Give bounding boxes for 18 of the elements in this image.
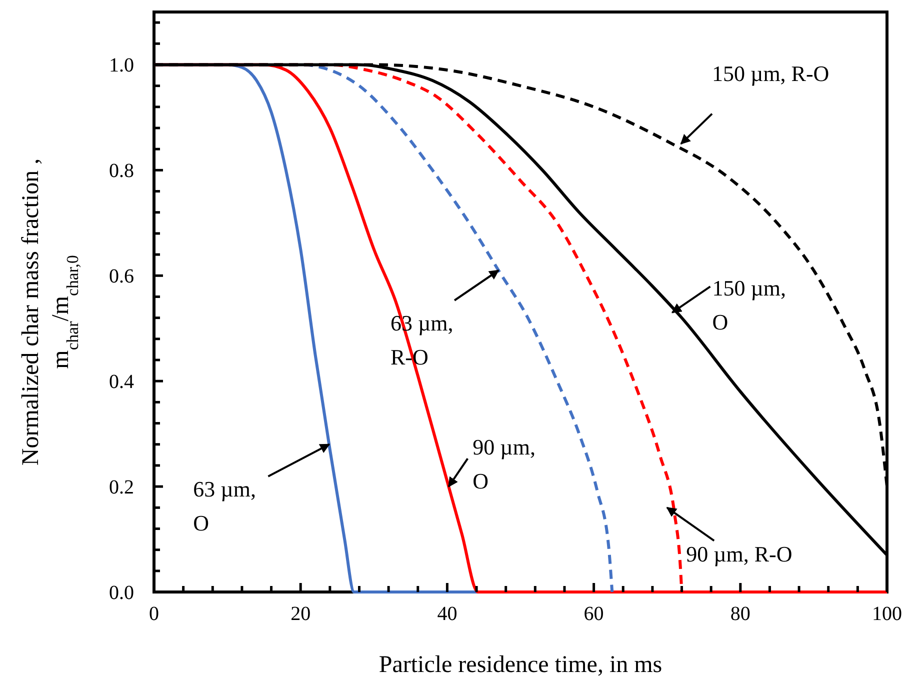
- y-tick-label: 0.4: [109, 371, 134, 394]
- y-tick-label: 0.0: [109, 582, 134, 604]
- annotation: 150 µm, R-O: [712, 60, 830, 86]
- x-tick-label: 80: [730, 603, 750, 625]
- y-tick-label: 0.6: [109, 266, 134, 288]
- x-tick-label: 0: [149, 603, 159, 625]
- x-axis-title: Particle residence time, in ms: [378, 652, 662, 678]
- annotation: 63 µm, O: [193, 476, 256, 536]
- x-tick-label: 40: [437, 603, 458, 625]
- y-tick-label: 0.2: [109, 476, 134, 499]
- x-tick-label: 100: [872, 603, 902, 625]
- x-tick-label: 60: [584, 603, 604, 625]
- annotation: 90 µm, O: [472, 434, 536, 494]
- y-tick-label: 0.8: [109, 160, 134, 182]
- x-tick-label: 20: [290, 603, 311, 625]
- annotation: 150 µm, O: [712, 276, 786, 335]
- annotation: 90 µm, R-O: [686, 542, 792, 567]
- y-tick-label: 1.0: [109, 54, 134, 77]
